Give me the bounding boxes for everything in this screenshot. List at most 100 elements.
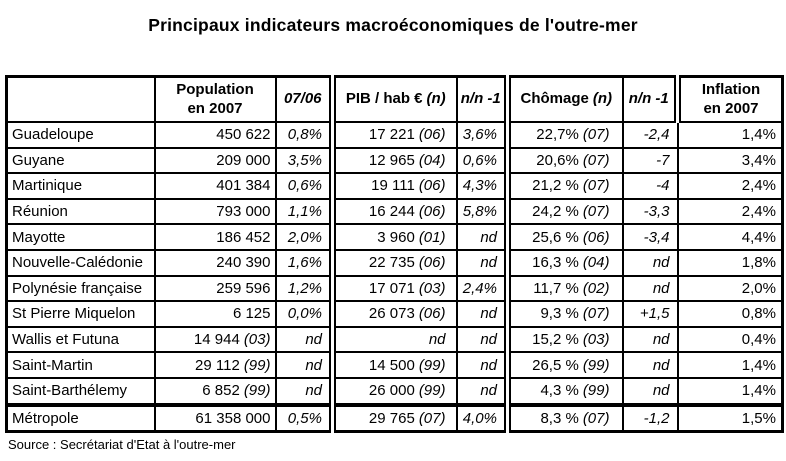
chomage-cell: 24,2 % (07) <box>504 197 624 226</box>
inflation-cell: 4,4% <box>676 223 784 251</box>
population-cell: 259 596 <box>153 274 277 303</box>
population-growth-cell: 0,6% <box>274 172 334 200</box>
chomage-value: 9,3 % <box>540 305 579 323</box>
col-header-pop-growth: 07/06 <box>274 75 334 123</box>
inflation-cell: 2,0% <box>676 274 784 303</box>
table-row: Wallis et Futuna 14 944 (03) nd nd nd 15,… <box>5 325 784 354</box>
chomage-delta-cell: nd <box>621 376 679 406</box>
inflation-cell: 1,8% <box>676 248 784 277</box>
chomage-cell: 9,3 % (07) <box>504 300 624 328</box>
pib-growth-cell: 2,4% <box>455 274 509 303</box>
table-row: Saint-Martin 29 112 (99) nd 14 500 (99) nd… <box>5 351 784 379</box>
chomage-delta-cell: -3,4 <box>621 223 679 251</box>
pib-value: 16 244 <box>368 203 415 221</box>
table-row: Mayotte 186 452 2,0% 3 960 (01) nd 25,6 %… <box>5 223 784 251</box>
chomage-year-note: (02) <box>582 279 610 297</box>
pib-year-note: (06) <box>418 126 446 144</box>
chomage-value: 8,3 % <box>540 409 579 427</box>
population-value: 29 112 <box>195 356 240 374</box>
chomage-year-note: (07) <box>582 151 610 169</box>
pib-cell: 29 765 (07) <box>329 402 458 433</box>
chomage-year-note: (07) <box>582 305 610 323</box>
population-cell: 401 384 <box>153 172 277 200</box>
pib-year-note: (04) <box>418 151 446 169</box>
pib-growth-cell: 0,6% <box>455 146 509 175</box>
pib-growth-cell: 4,3% <box>455 172 509 200</box>
pib-value: 26 000 <box>368 382 415 400</box>
col-header-chomage-label: Chômage <box>520 90 589 108</box>
population-growth-cell: nd <box>274 376 334 406</box>
pib-value: 17 221 <box>368 126 415 144</box>
region-name-cell: Nouvelle-Calédonie <box>5 248 156 277</box>
pib-growth-cell: nd <box>455 248 509 277</box>
pib-cell: 26 073 (06) <box>329 300 458 328</box>
region-name-cell: Réunion <box>5 197 156 226</box>
chomage-year-note: (07) <box>582 203 610 221</box>
pib-cell: 3 960 (01) <box>329 223 458 251</box>
col-header-inflation-line2: en 2007 <box>703 99 759 117</box>
region-name-cell: Saint-Barthélemy <box>5 376 156 406</box>
population-cell: 6 125 <box>153 300 277 328</box>
population-cell: 240 390 <box>153 248 277 277</box>
pib-growth-cell: nd <box>455 351 509 379</box>
chomage-delta-cell: -4 <box>621 172 679 200</box>
chomage-cell: 21,2 % (07) <box>504 172 624 200</box>
population-value: 259 596 <box>216 279 271 297</box>
pib-value: 22 735 <box>368 254 415 272</box>
chomage-value: 11,7 % <box>533 279 579 297</box>
chomage-delta-cell: -1,2 <box>621 402 679 433</box>
population-growth-cell: 0,0% <box>274 300 334 328</box>
pib-growth-cell: nd <box>455 325 509 354</box>
pib-value: 26 073 <box>368 305 415 323</box>
chomage-delta-cell: nd <box>621 248 679 277</box>
chomage-cell: 20,6% (07) <box>504 146 624 175</box>
pib-value: nd <box>428 331 446 349</box>
region-name-cell: Métropole <box>5 402 156 433</box>
inflation-cell: 3,4% <box>676 146 784 175</box>
population-value: 6 852 <box>202 382 240 400</box>
chomage-value: 22,7% <box>536 126 579 144</box>
inflation-cell: 0,4% <box>676 325 784 354</box>
macro-indicators-table: Population en 2007 07/06 PIB / hab € (n) … <box>5 75 784 434</box>
col-header-pib: PIB / hab € (n) <box>329 75 458 123</box>
pib-value: 12 965 <box>368 151 415 169</box>
pib-growth-cell: 4,0% <box>455 402 509 433</box>
chomage-cell: 25,6 % (06) <box>504 223 624 251</box>
chomage-cell: 8,3 % (07) <box>504 402 624 433</box>
population-growth-cell: 1,6% <box>274 248 334 277</box>
chomage-value: 15,2 % <box>532 331 579 349</box>
pib-cell: 17 071 (03) <box>329 274 458 303</box>
pib-cell: 12 965 (04) <box>329 146 458 175</box>
population-cell: 14 944 (03) <box>153 325 277 354</box>
col-header-population-line2: en 2007 <box>187 99 243 117</box>
pib-cell: 26 000 (99) <box>329 376 458 406</box>
population-value: 240 390 <box>216 254 271 272</box>
pib-year-note: (06) <box>418 203 446 221</box>
chomage-value: 20,6% <box>536 151 579 169</box>
inflation-cell: 2,4% <box>676 197 784 226</box>
table-row: Martinique 401 384 0,6% 19 111 (06) 4,3% … <box>5 172 784 200</box>
chomage-value: 4,3 % <box>540 382 579 400</box>
chomage-year-note: (03) <box>582 331 610 349</box>
population-value: 401 384 <box>216 177 271 195</box>
table-row: Saint-Barthélemy 6 852 (99) nd 26 000 (99)… <box>5 376 784 406</box>
chomage-delta-cell: +1,5 <box>621 300 679 328</box>
page-title: Principaux indicateurs macroéconomiques … <box>148 15 638 35</box>
region-name-cell: Saint-Martin <box>5 351 156 379</box>
pib-year-note: (06) <box>418 305 446 323</box>
col-header-inflation: Inflation en 2007 <box>674 75 784 123</box>
pib-year-note: (06) <box>418 177 446 195</box>
population-cell: 450 622 <box>153 121 277 149</box>
pib-cell: nd <box>329 325 458 354</box>
population-cell: 29 112 (99) <box>153 351 277 379</box>
chomage-cell: 15,2 % (03) <box>504 325 624 354</box>
region-name-cell: Guyane <box>5 146 156 175</box>
pib-value: 17 071 <box>368 279 415 297</box>
pib-value: 29 765 <box>368 409 415 427</box>
population-value: 61 358 000 <box>195 409 271 427</box>
pib-year-note: (01) <box>418 228 446 246</box>
col-header-population: Population en 2007 <box>153 75 277 123</box>
chomage-delta-cell: nd <box>621 351 679 379</box>
region-name-cell: Wallis et Futuna <box>5 325 156 354</box>
chomage-value: 26,5 % <box>532 356 579 374</box>
